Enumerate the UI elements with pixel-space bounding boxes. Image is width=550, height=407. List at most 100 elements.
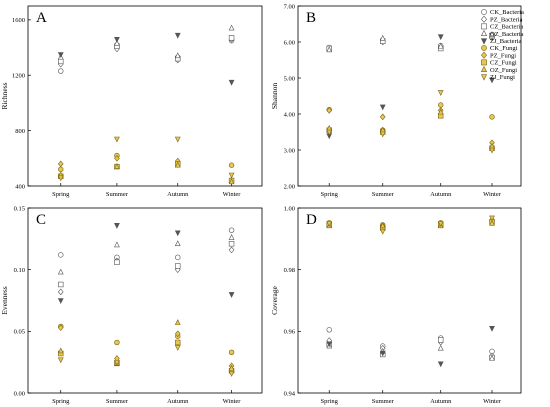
point-zj-bacteria: [114, 37, 120, 43]
y-axis-label: Coverage: [270, 285, 279, 314]
point-oz-bacteria: [489, 31, 495, 38]
y-tick-label: 7.00: [284, 3, 295, 10]
point-pz-bacteria: [228, 246, 235, 254]
point-zj-fungi: [174, 136, 181, 143]
point-zj-fungi: [489, 215, 495, 222]
point-zj-bacteria: [174, 230, 181, 237]
point-zj-bacteria: [228, 79, 235, 86]
legend-item: CZ_Bacteria: [481, 23, 523, 31]
x-tick-label: Autumn: [167, 398, 189, 405]
point-zj-fungi: [228, 371, 235, 377]
legend-item: PZ_Bacteria: [481, 15, 523, 23]
point-pz-fungi: [57, 160, 64, 168]
y-tick-label: 3.00: [284, 147, 295, 154]
y-tick-label: 0.00: [14, 390, 25, 397]
panel-letter: B: [306, 10, 316, 26]
legend-marker: [481, 9, 487, 15]
point-oz-bacteria: [57, 268, 64, 275]
y-tick-label: 400: [15, 183, 25, 190]
legend-label: CZ_Fungi: [490, 60, 517, 67]
point-oz-bacteria: [114, 241, 120, 248]
point-zj-fungi: [437, 90, 444, 96]
point-zj-fungi: [57, 357, 64, 364]
point-oz-fungi: [228, 364, 235, 371]
x-tick-label: Summer: [372, 191, 395, 198]
legend: CK_BacteriaPZ_BacteriaCZ_BacteriaOZ_Bact…: [480, 9, 524, 81]
point-oz-fungi: [379, 222, 386, 229]
legend-item: CK_Fungi: [481, 45, 518, 52]
legend-label: OZ_Bacteria: [490, 31, 524, 38]
point-zj-fungi: [437, 221, 444, 227]
x-tick-label: Spring: [321, 398, 339, 405]
legend-label: OZ_Fungi: [490, 67, 517, 74]
y-tick-label: 0.98: [284, 267, 295, 274]
point-ck-fungi: [228, 162, 235, 168]
legend-item: ZJ_Fungi: [480, 74, 515, 81]
plot-frame: [27, 207, 263, 394]
y-tick-label: 2.00: [284, 183, 295, 190]
x-tick-label: Winter: [483, 191, 502, 198]
point-oz-fungi: [489, 219, 495, 226]
legend-marker: [480, 38, 488, 45]
point-zj-bacteria: [437, 361, 444, 368]
legend-label: CK_Fungi: [490, 45, 518, 52]
point-zj-bacteria: [57, 52, 64, 59]
point-zj-bacteria: [379, 350, 386, 357]
legend-marker: [481, 45, 487, 51]
y-tick-label: 1.00: [284, 205, 295, 212]
panel-letter: D: [306, 212, 317, 228]
point-pz-fungi: [379, 113, 386, 121]
legend-label: ZJ_Fungi: [490, 74, 515, 81]
point-zj-fungi: [379, 131, 386, 138]
point-zj-fungi: [326, 221, 333, 227]
legend-label: ZJ_Bacteria: [490, 38, 522, 45]
point-zj-bacteria: [174, 32, 181, 39]
point-zj-fungi: [114, 136, 120, 143]
point-ck-fungi: [489, 114, 495, 120]
panel-d: 0.94 0.96 0.98 1.00 Spring Summer Autumn Winter…: [270, 205, 522, 405]
point-oz-bacteria: [437, 42, 444, 49]
legend-item: OZ_Bacteria: [480, 29, 524, 38]
legend-marker: [481, 23, 487, 30]
legend-item: OZ_Fungi: [480, 65, 517, 74]
y-axis-label: Richness: [0, 82, 9, 109]
point-zj-fungi: [174, 345, 181, 351]
point-ck-fungi: [228, 349, 235, 355]
x-tick-label: Spring: [321, 191, 339, 198]
legend-marker: [480, 29, 488, 36]
point-cz-bacteria: [228, 35, 235, 41]
point-zj-bacteria: [379, 104, 386, 111]
point-ck-bacteria: [175, 254, 181, 261]
x-tick-label: Winter: [223, 398, 242, 405]
point-zj-fungi: [379, 228, 386, 235]
point-zj-bacteria: [489, 77, 495, 84]
point-cz-bacteria: [175, 263, 181, 269]
y-tick-label: 0.10: [14, 267, 25, 274]
legend-item: CZ_Fungi: [481, 59, 517, 67]
point-pz-fungi: [114, 154, 120, 162]
legend-item: CK_Bacteria: [481, 9, 524, 16]
point-oz-fungi: [228, 178, 235, 185]
point-oz-bacteria: [174, 240, 181, 246]
point-oz-fungi: [114, 163, 120, 169]
x-tick-label: Spring: [52, 398, 70, 405]
legend-label: CK_Bacteria: [490, 9, 524, 16]
y-tick-label: 5.00: [284, 75, 295, 82]
x-tick-label: Spring: [52, 191, 70, 198]
point-zj-bacteria: [114, 223, 120, 229]
point-zj-bacteria: [228, 292, 235, 298]
y-tick-label: 0.15: [14, 205, 25, 212]
y-axis-label: Shannon: [270, 83, 279, 110]
point-zj-bacteria: [437, 34, 444, 41]
point-cz-bacteria: [58, 58, 64, 65]
legend-label: CZ_Bacteria: [490, 24, 523, 31]
point-zj-bacteria: [326, 341, 333, 348]
plot-frame: [297, 5, 522, 187]
point-oz-bacteria: [228, 24, 235, 31]
point-cz-bacteria: [114, 259, 120, 265]
x-tick-label: Winter: [223, 191, 242, 198]
y-tick-label: 800: [15, 128, 25, 135]
point-cz-bacteria: [58, 281, 64, 288]
point-pz-fungi: [57, 324, 64, 331]
